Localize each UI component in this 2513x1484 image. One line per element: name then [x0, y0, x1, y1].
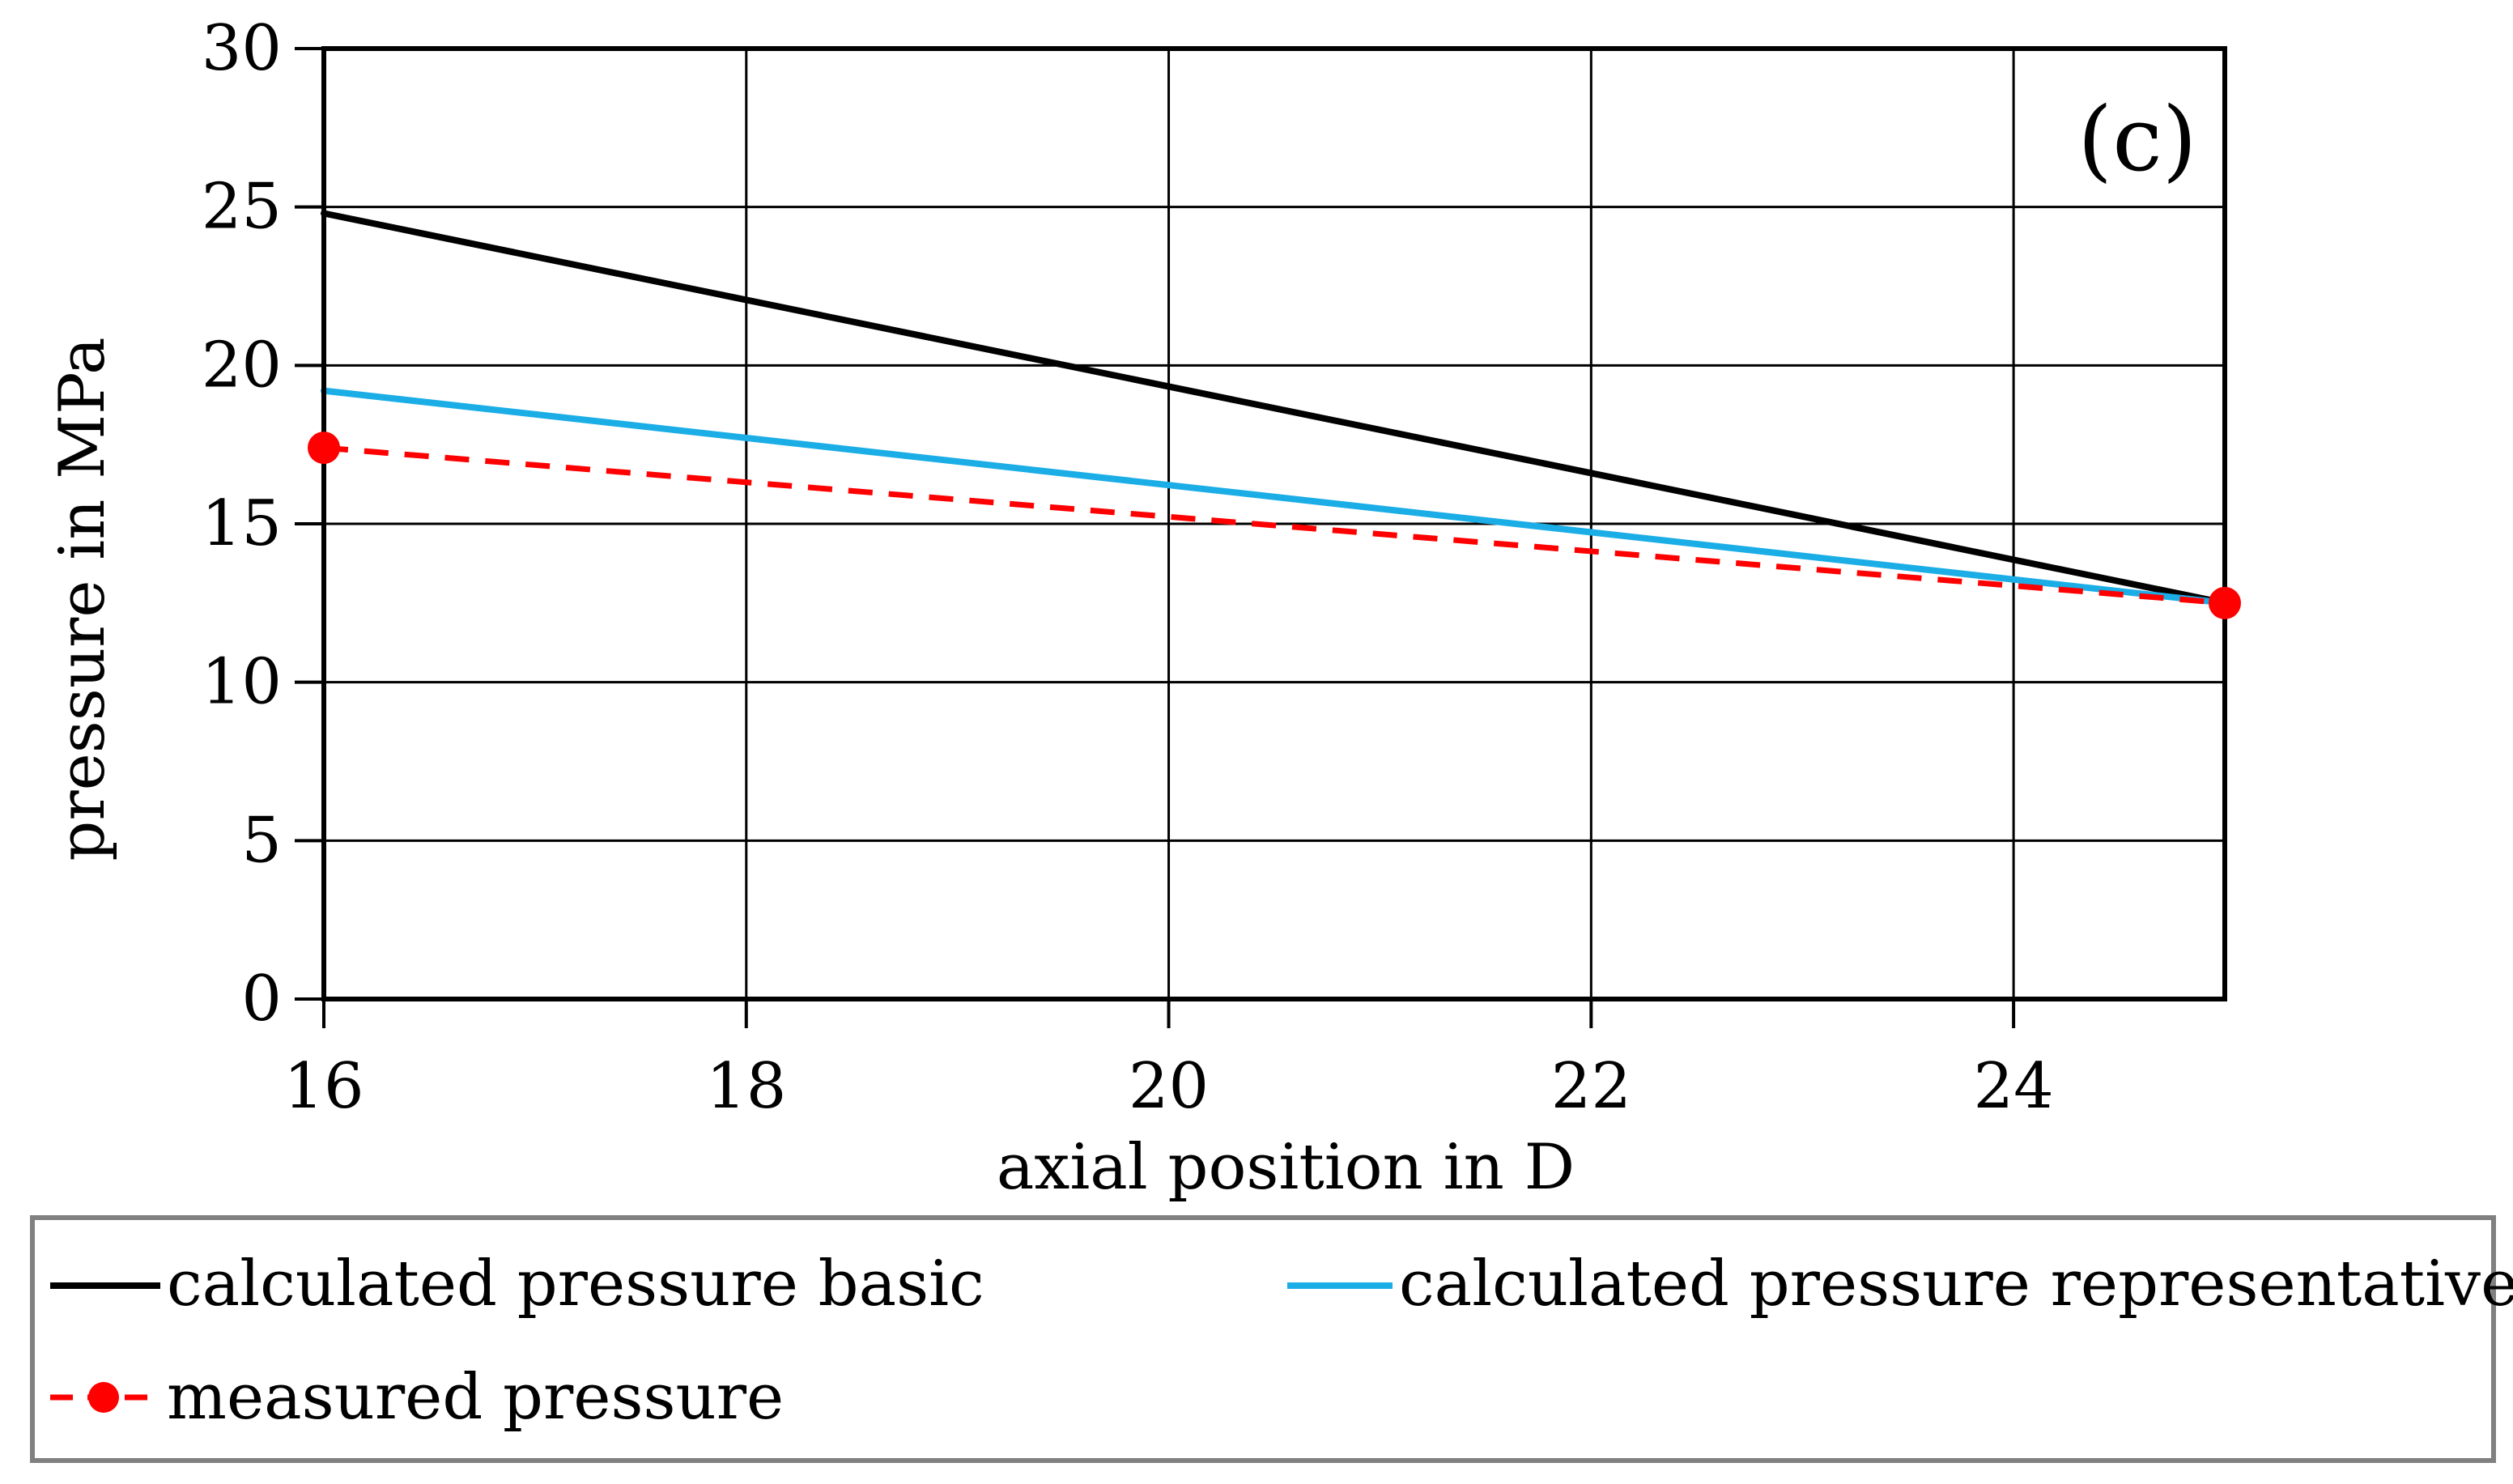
- series-line-2: [323, 444, 2226, 606]
- series-line-1: [321, 387, 2228, 606]
- y-tick-label: 0: [241, 963, 282, 1035]
- panel-label: (c): [2077, 87, 2196, 191]
- legend-label-measured: measured pressure: [167, 1361, 784, 1434]
- axis-ticks: 0 5 10 15 20 25 30 16 18 20 22 24: [202, 12, 2054, 1123]
- x-tick-label: 18: [706, 1050, 786, 1123]
- y-tick-label: 20: [202, 329, 282, 402]
- y-axis-label: pressure in MPa: [46, 337, 119, 861]
- x-axis-label: axial position in D: [997, 1131, 1575, 1204]
- y-tick-label: 15: [202, 487, 282, 560]
- y-tick-label: 30: [202, 12, 282, 85]
- legend-box: [30, 1215, 2496, 1463]
- data-point-2-1: [2209, 586, 2241, 619]
- data-markers: [308, 432, 2241, 619]
- legend-label-basic: calculated pressure basic: [167, 1248, 984, 1320]
- legend-marker-measured: [88, 1382, 119, 1413]
- x-tick-label: 24: [1973, 1050, 2053, 1123]
- x-tick-label: 22: [1551, 1050, 1631, 1123]
- data-series: [321, 210, 2228, 606]
- y-tick-label: 25: [202, 171, 282, 244]
- y-tick-label: 5: [241, 804, 282, 877]
- series-line-0: [321, 210, 2228, 606]
- legend: calculated pressure basic calculated pre…: [30, 1215, 2513, 1463]
- y-tick-label: 10: [202, 646, 282, 719]
- x-tick-label: 20: [1129, 1050, 1209, 1123]
- data-point-2-0: [308, 432, 340, 465]
- legend-label-representative: calculated pressure representative: [1399, 1248, 2513, 1320]
- x-tick-label: 16: [283, 1050, 364, 1123]
